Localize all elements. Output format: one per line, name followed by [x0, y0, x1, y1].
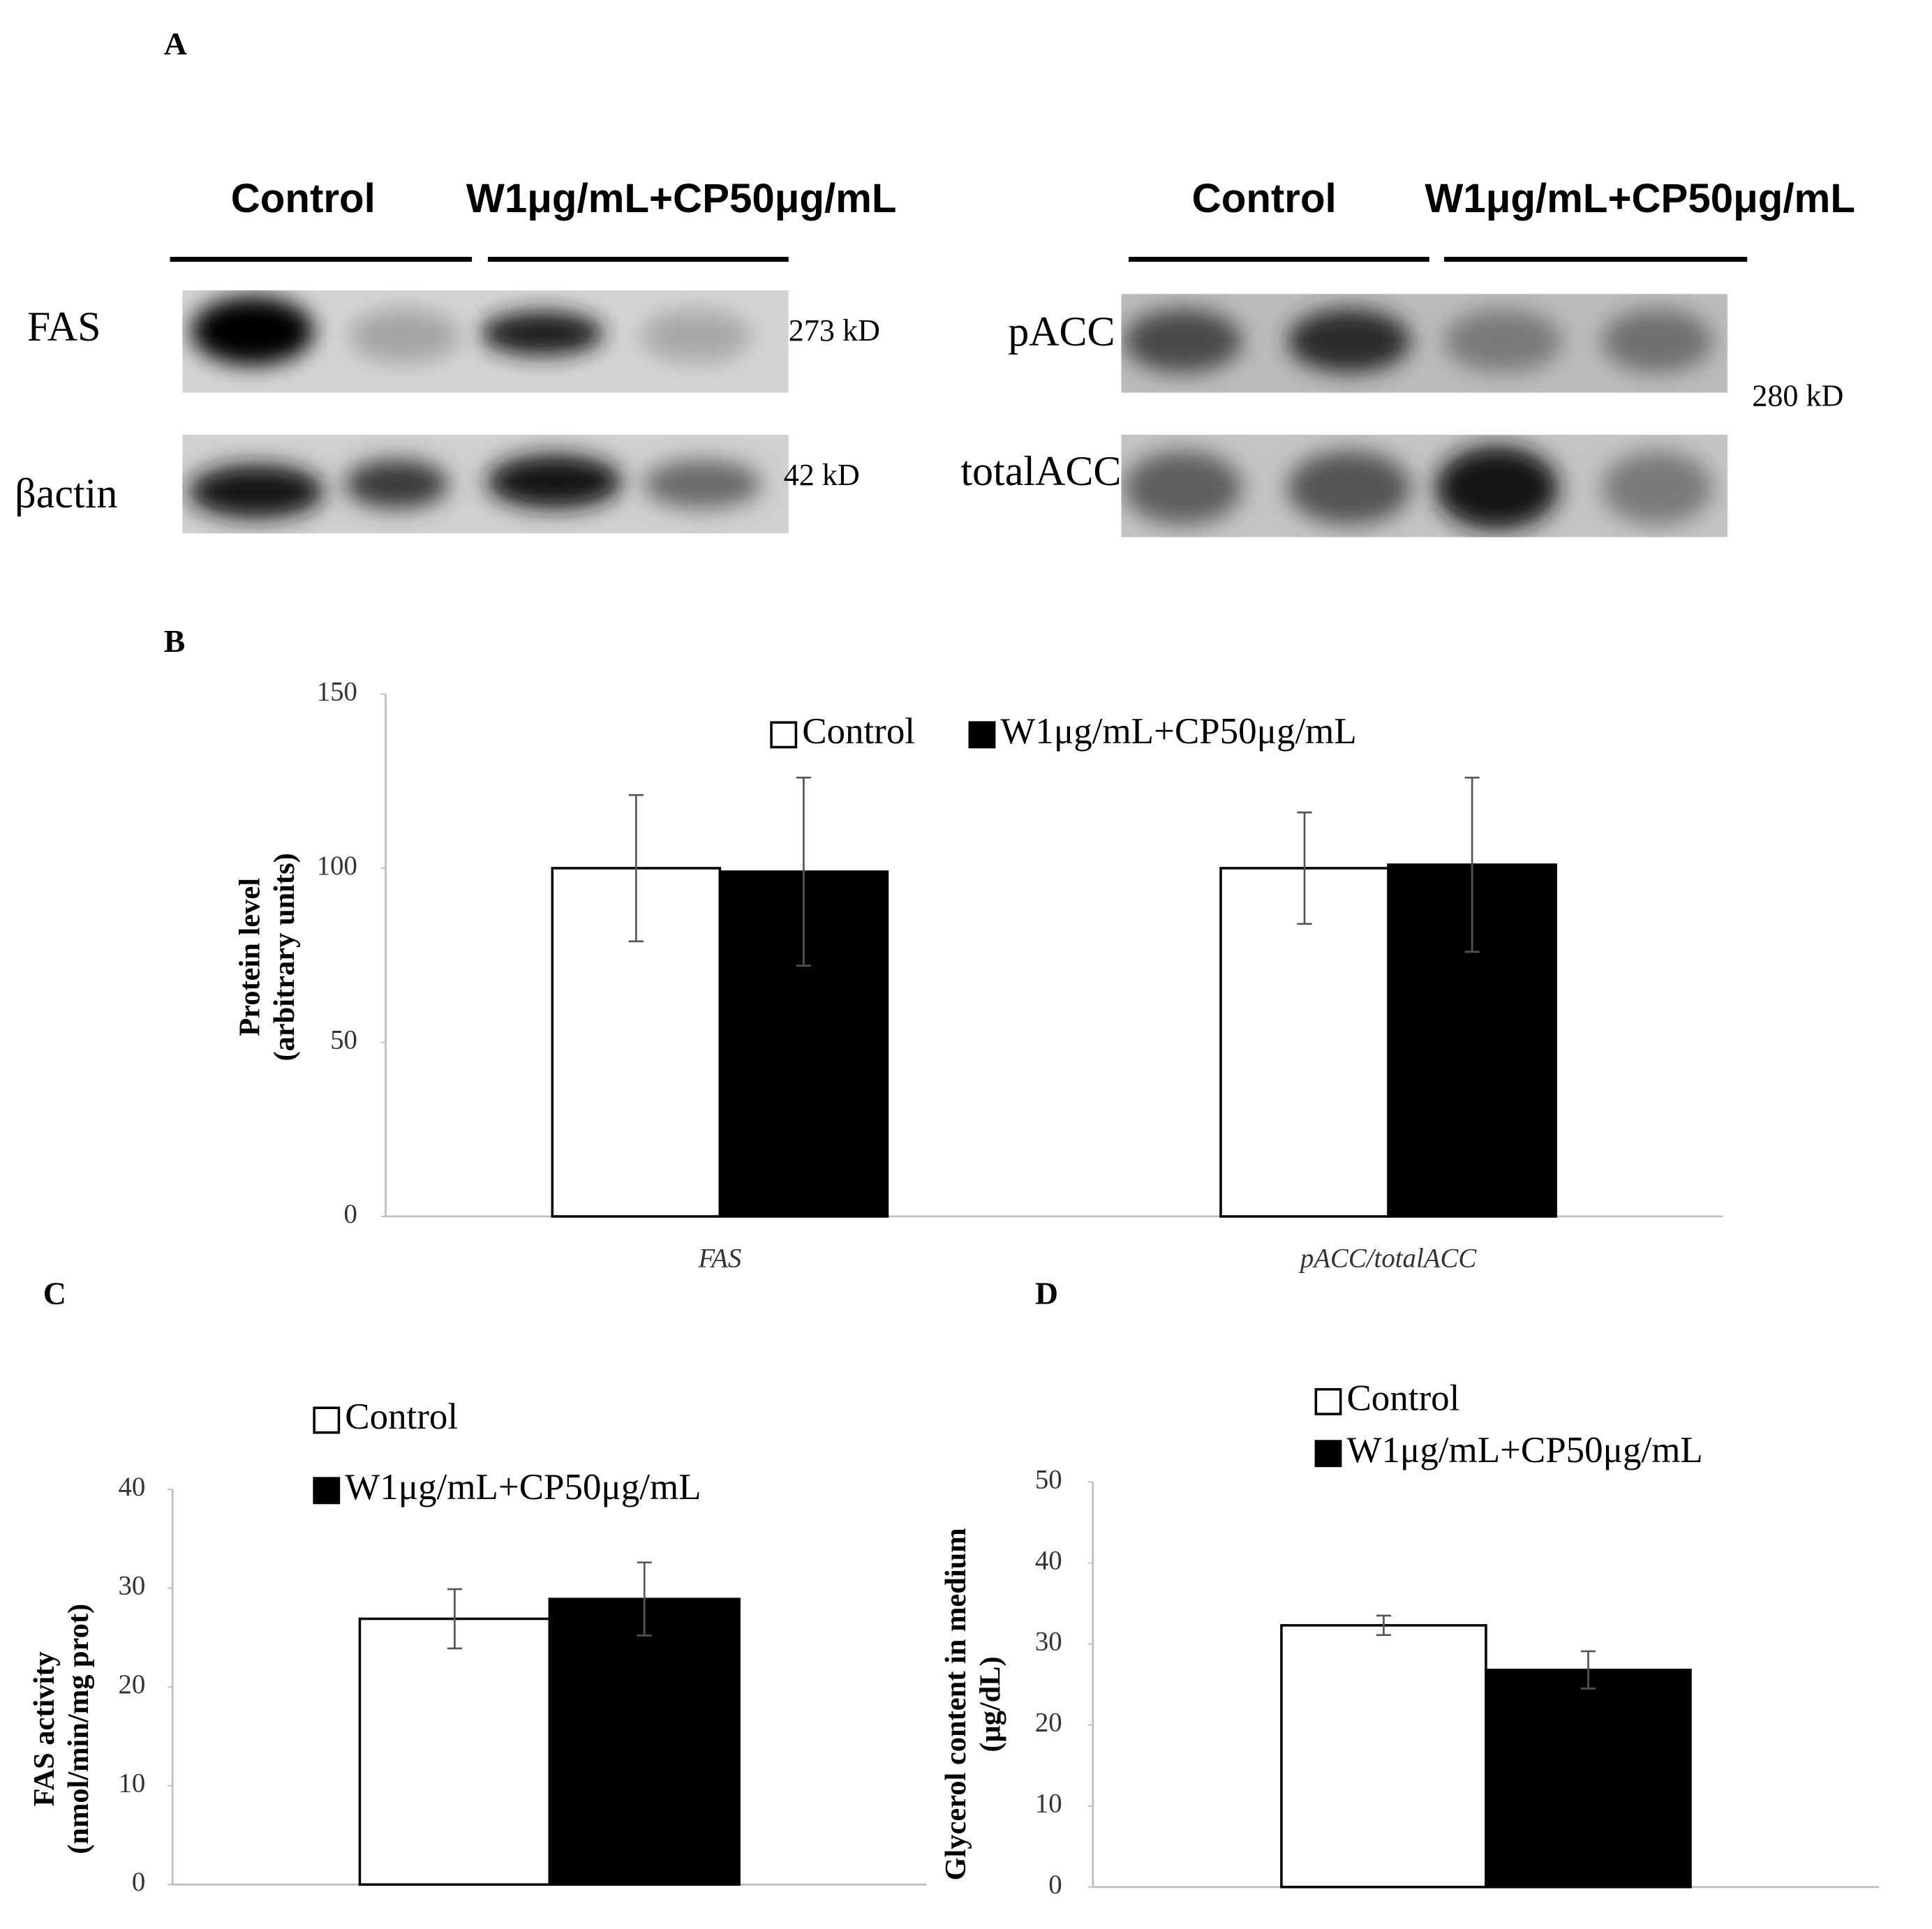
x-tick-label: FAS [697, 1244, 741, 1274]
legend-label: Control [802, 711, 915, 752]
bar [1485, 1668, 1692, 1889]
y-axis-label: Protein level [234, 878, 267, 1036]
y-tick-label: 50 [1035, 1464, 1062, 1494]
y-axis-label: (μg/dL) [974, 1656, 1007, 1752]
bar [548, 1597, 741, 1886]
blot-header: W1μg/mL+CP50μg/mL [1425, 176, 1855, 221]
legend-swatch [770, 721, 798, 749]
blot-image [1121, 434, 1727, 537]
molecular-weight: 42 kD [784, 458, 860, 492]
y-tick-label: 40 [1035, 1545, 1062, 1575]
y-tick-label: 50 [330, 1025, 357, 1055]
legend-label: Control [345, 1397, 458, 1437]
bar [358, 1617, 551, 1886]
bar [1280, 1624, 1487, 1889]
blot-image [182, 290, 789, 393]
legend-swatch [968, 721, 996, 749]
legend-swatch [313, 1477, 341, 1505]
y-tick-label: 20 [118, 1669, 145, 1699]
legend-label: W1μg/mL+CP50μg/mL [1346, 1430, 1702, 1470]
y-tick-label: 0 [344, 1199, 357, 1229]
y-tick-label: 0 [1048, 1870, 1062, 1900]
blot-image [182, 434, 789, 534]
y-axis-label: (nmol/min/mg prot) [62, 1604, 95, 1854]
panel-label: D [1035, 1276, 1058, 1311]
blot-image [1121, 294, 1727, 393]
panel-label: B [164, 623, 186, 659]
blot-row-label: pACC [1008, 308, 1115, 355]
y-tick-label: 100 [317, 851, 357, 881]
legend-swatch [313, 1406, 341, 1434]
legend-swatch [1314, 1387, 1342, 1415]
blot-header: W1μg/mL+CP50μg/mL [466, 176, 897, 221]
y-tick-label: 30 [118, 1571, 145, 1601]
y-tick-label: 150 [317, 676, 357, 706]
y-axis-label: Glycerol content in medium [939, 1528, 972, 1880]
panel-label: C [43, 1276, 66, 1311]
y-tick-label: 10 [118, 1768, 145, 1798]
blot-row-label: totalACC [960, 447, 1121, 494]
legend-label: Control [1346, 1378, 1459, 1419]
y-tick-label: 40 [118, 1472, 145, 1502]
y-tick-label: 10 [1035, 1789, 1062, 1819]
blot-row-label: βactin [15, 470, 117, 516]
y-tick-label: 20 [1035, 1708, 1062, 1738]
blot-header: Control [231, 176, 376, 221]
panel-label: A [164, 26, 187, 61]
blot-header: Control [1192, 176, 1337, 221]
y-axis-label: (arbitrary units) [268, 853, 301, 1061]
legend-label: W1μg/mL+CP50μg/mL [345, 1467, 701, 1507]
y-axis-label: FAS activity [28, 1651, 61, 1806]
legend-swatch [1314, 1440, 1342, 1468]
molecular-weight: 280 kD [1752, 379, 1843, 413]
y-tick-label: 0 [132, 1867, 145, 1897]
bar [1219, 867, 1390, 1218]
x-tick-label: pACC/totalACC [1298, 1244, 1477, 1274]
molecular-weight: 273 kD [789, 313, 880, 348]
y-tick-label: 30 [1035, 1626, 1062, 1656]
legend-label: W1μg/mL+CP50μg/mL [1000, 711, 1356, 752]
blot-row-label: FAS [27, 303, 101, 350]
